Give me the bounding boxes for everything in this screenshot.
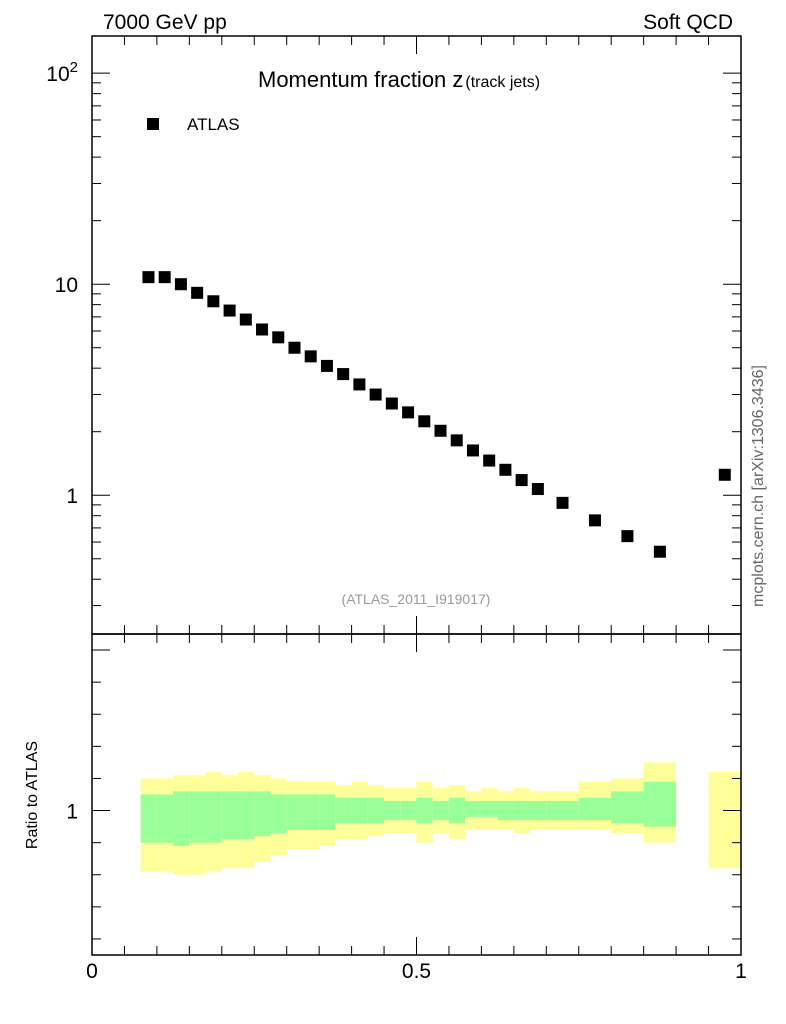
stat-uncertainty-band xyxy=(189,791,206,843)
legend-marker xyxy=(147,118,159,130)
total-uncertainty-band xyxy=(708,772,741,869)
stat-uncertainty-band xyxy=(497,800,514,821)
stat-uncertainty-band xyxy=(448,797,466,824)
data-point xyxy=(174,278,187,291)
ratio-panel: 10 0.5 1 Ratio to ATLAS xyxy=(24,36,747,983)
ratio-tick-labels: 10 0.5 1 xyxy=(66,801,747,983)
data-point xyxy=(353,378,366,391)
stat-uncertainty-band xyxy=(302,794,320,830)
plot-title: Momentum fraction z (track jets) xyxy=(258,67,540,92)
ratio-ticks xyxy=(91,36,742,955)
data-markers xyxy=(142,271,731,558)
stat-uncertainty-band xyxy=(416,797,433,824)
data-point xyxy=(272,331,285,344)
data-point xyxy=(337,368,350,381)
stat-uncertainty-band xyxy=(530,800,547,821)
stat-uncertainty-band xyxy=(578,797,612,821)
stat-uncertainty-band xyxy=(481,800,498,817)
main-y-tick-labels: 1 10 102 xyxy=(46,59,78,508)
stat-uncertainty-band xyxy=(367,797,385,824)
stat-uncertainty-band xyxy=(400,800,417,821)
stat-uncertainty-band xyxy=(221,791,239,840)
stat-uncertainty-band xyxy=(286,794,303,830)
data-point xyxy=(320,359,333,372)
side-reference-label: mcplots.cern.ch [arXiv:1306.3436] xyxy=(750,365,767,607)
data-point xyxy=(483,454,496,467)
header-left: 7000 GeV pp xyxy=(103,11,227,34)
data-point xyxy=(288,341,301,354)
data-point xyxy=(239,313,252,326)
data-point xyxy=(466,444,479,457)
stat-uncertainty-band xyxy=(140,794,157,843)
data-point xyxy=(499,463,512,476)
data-point xyxy=(556,496,569,509)
data-point xyxy=(531,483,544,496)
data-point xyxy=(142,271,155,284)
stat-uncertainty-band xyxy=(335,797,352,824)
stat-uncertainty-band xyxy=(319,794,336,830)
stat-uncertainty-band xyxy=(432,800,449,821)
x-tick-label: 1 xyxy=(735,960,747,983)
data-point xyxy=(304,350,317,363)
data-point xyxy=(588,514,601,527)
x-tick-label: 0.5 xyxy=(402,960,431,983)
header-right: Soft QCD xyxy=(643,11,733,34)
stat-uncertainty-band xyxy=(173,791,190,846)
stat-uncertainty-band xyxy=(238,791,255,840)
stat-uncertainty-band xyxy=(611,791,644,824)
data-point xyxy=(450,434,463,447)
data-point xyxy=(385,397,398,410)
y-tick-label: 102 xyxy=(46,59,78,86)
stat-uncertainty-band xyxy=(465,800,482,817)
stat-uncertainty-band xyxy=(546,800,579,821)
stat-uncertainty-band xyxy=(513,800,531,821)
main-panel: 1 10 102 Momentum fraction z (track jets) A… xyxy=(46,35,742,635)
stat-uncertainty-band xyxy=(156,794,174,843)
analysis-watermark: (ATLAS_2011_I919017) xyxy=(342,591,491,607)
legend-label: ATLAS xyxy=(187,115,240,134)
data-point xyxy=(207,295,220,308)
stat-uncertainty-band xyxy=(254,791,271,837)
stat-uncertainty-band xyxy=(643,781,677,827)
data-point xyxy=(418,415,431,428)
data-point xyxy=(653,545,666,558)
plot-title-sub: (track jets) xyxy=(465,74,540,91)
data-point xyxy=(718,468,731,481)
data-point xyxy=(223,304,236,317)
y-tick-label: 10 xyxy=(55,274,78,297)
stat-uncertainty-band xyxy=(384,800,401,821)
uncertainty-bands xyxy=(140,762,741,875)
data-point xyxy=(434,424,447,437)
main-y-ticks xyxy=(92,72,741,607)
data-point xyxy=(515,474,528,487)
data-point xyxy=(191,286,204,299)
ratio-y-tick-label: 1 xyxy=(66,801,78,824)
data-point xyxy=(256,323,269,336)
data-point xyxy=(158,271,171,284)
stat-uncertainty-band xyxy=(270,794,287,834)
data-point xyxy=(369,388,382,401)
y-tick-label: 1 xyxy=(66,485,78,508)
x-tick-label: 0 xyxy=(86,960,98,983)
data-point xyxy=(621,530,634,543)
stat-uncertainty-band xyxy=(351,797,368,824)
data-point xyxy=(402,406,415,419)
ratio-y-axis-label: Ratio to ATLAS xyxy=(24,741,41,849)
stat-uncertainty-band xyxy=(205,791,222,843)
plot-title-main: Momentum fraction z xyxy=(258,67,463,92)
